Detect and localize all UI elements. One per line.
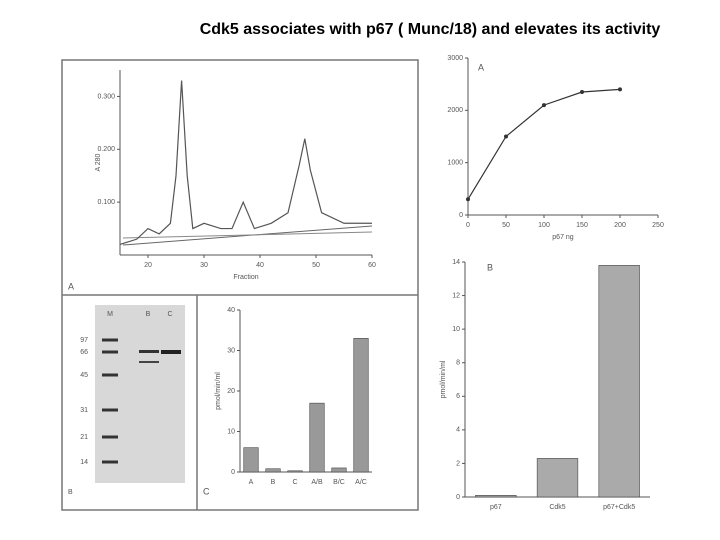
bar bbox=[353, 338, 369, 473]
y-tick-label: 0.100 bbox=[97, 199, 115, 206]
y-tick-label: 14 bbox=[452, 259, 460, 266]
line-series bbox=[119, 80, 372, 246]
y-tick-label: 4 bbox=[456, 427, 460, 434]
x-tick-label: A/B bbox=[311, 479, 323, 486]
y-axis-label: pmol/min/ml bbox=[215, 372, 222, 410]
y-tick-label: 2 bbox=[456, 460, 460, 467]
y-tick-label: 0.300 bbox=[97, 93, 115, 100]
marker-label: 21 bbox=[80, 434, 88, 441]
panel-label: B bbox=[68, 489, 73, 496]
x-axis-label: p67 ng bbox=[552, 234, 574, 241]
y-tick-label: 20 bbox=[227, 388, 235, 395]
point bbox=[504, 134, 508, 139]
marker-label: 45 bbox=[80, 372, 88, 379]
x-tick-label: 0 bbox=[466, 222, 470, 229]
panel-label: B bbox=[487, 262, 493, 272]
gel-band bbox=[102, 408, 118, 412]
lane-label: C bbox=[167, 311, 172, 318]
y-tick-label: 0 bbox=[456, 494, 460, 501]
x-tick-label: 150 bbox=[576, 222, 588, 229]
x-tick-label: p67+Cdk5 bbox=[603, 504, 635, 511]
y-axis-label: pmol/min/ml bbox=[440, 360, 447, 398]
x-tick-label: 200 bbox=[614, 222, 626, 229]
x-tick-label: B/C bbox=[333, 479, 345, 486]
point bbox=[580, 90, 584, 95]
y-tick-label: 10 bbox=[227, 428, 235, 435]
gel: M B C 97 66 45 31 21 14 B bbox=[68, 311, 181, 496]
gel-band bbox=[161, 350, 181, 354]
y-tick-label: 2000 bbox=[447, 107, 463, 114]
x-tick-label: Cdk5 bbox=[549, 504, 565, 511]
x-tick-label: 50 bbox=[502, 222, 510, 229]
x-tick-label: p67 bbox=[490, 504, 502, 511]
x-tick-label: C bbox=[292, 479, 297, 486]
gel-band bbox=[102, 435, 118, 439]
marker-label: 14 bbox=[80, 459, 88, 466]
y-tick-label: 10 bbox=[452, 326, 460, 333]
bar bbox=[598, 265, 640, 498]
slide-title: Cdk5 associates with p67 ( Munc/18) and … bbox=[200, 21, 661, 38]
y-tick-label: 12 bbox=[452, 292, 460, 299]
figure-frame bbox=[61, 59, 419, 511]
x-tick-label: 50 bbox=[312, 262, 320, 269]
point bbox=[466, 197, 470, 202]
y-tick-label: 1000 bbox=[447, 160, 463, 167]
y-tick-label: 40 bbox=[227, 307, 235, 314]
x-tick-label: 20 bbox=[144, 262, 152, 269]
gel-band bbox=[139, 361, 159, 363]
gel-band bbox=[102, 350, 118, 354]
point bbox=[542, 103, 546, 108]
y-tick-label: 30 bbox=[227, 347, 235, 354]
x-tick-label: A/C bbox=[355, 479, 367, 486]
lane-label: M bbox=[107, 311, 113, 318]
bar bbox=[287, 470, 303, 473]
x-tick-label: B bbox=[271, 479, 276, 486]
point bbox=[618, 87, 622, 92]
x-tick-label: 60 bbox=[368, 262, 376, 269]
gel-band bbox=[102, 460, 118, 464]
bar bbox=[331, 467, 347, 473]
bar bbox=[243, 447, 259, 473]
bar bbox=[309, 402, 325, 473]
panel-label: C bbox=[203, 486, 210, 496]
bar bbox=[265, 468, 281, 473]
panel-label: A bbox=[68, 281, 74, 291]
y-tick-label: 6 bbox=[456, 393, 460, 400]
y-tick-label: 8 bbox=[456, 360, 460, 367]
x-tick-label: 100 bbox=[538, 222, 550, 229]
marker-label: 31 bbox=[80, 407, 88, 414]
x-axis-label: Fraction bbox=[233, 274, 258, 281]
lane-label: B bbox=[146, 311, 151, 318]
x-tick-label: 30 bbox=[200, 262, 208, 269]
y-tick-label: 0.200 bbox=[97, 146, 115, 153]
y-tick-label: 0 bbox=[231, 469, 235, 476]
y-tick-label: 3000 bbox=[447, 55, 463, 62]
bar bbox=[536, 458, 579, 498]
x-tick-label: 250 bbox=[652, 222, 664, 229]
gel-band bbox=[139, 350, 159, 353]
marker-label: 66 bbox=[80, 349, 88, 356]
marker-label: 97 bbox=[80, 337, 88, 344]
x-tick-label: 40 bbox=[256, 262, 264, 269]
y-axis-label: A 280 bbox=[95, 153, 102, 171]
gel-band bbox=[102, 338, 118, 342]
y-tick-label: 0 bbox=[459, 212, 463, 219]
x-tick-label: A bbox=[249, 479, 254, 486]
bar bbox=[475, 495, 517, 498]
panel-label: A bbox=[478, 62, 484, 72]
gel-band bbox=[102, 373, 118, 377]
